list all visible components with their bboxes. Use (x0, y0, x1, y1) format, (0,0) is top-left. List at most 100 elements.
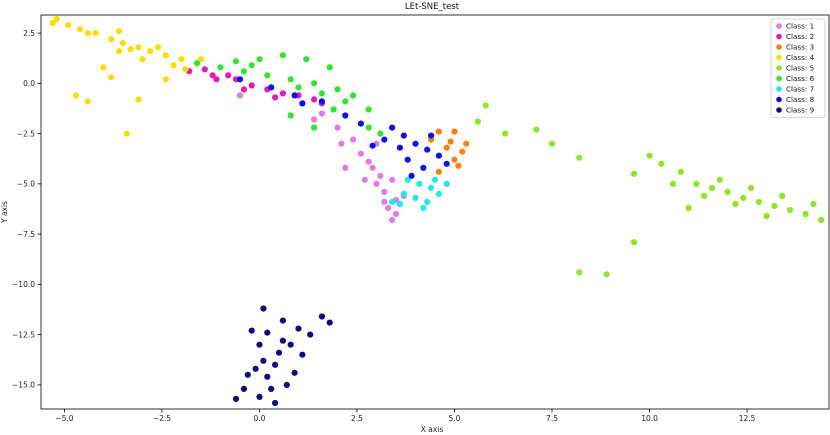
point-class-7-6 (400, 190, 407, 197)
point-class-4-12 (84, 29, 91, 37)
y-tick-label: −15.0 (12, 381, 35, 390)
legend-box (770, 18, 826, 118)
y-tick-label: −10.0 (12, 280, 35, 289)
point-class-8-13 (291, 92, 298, 99)
point-class-4-23 (108, 74, 115, 81)
point-class-5-3 (740, 194, 747, 201)
point-class-1-5 (389, 216, 396, 224)
point-class-5-13 (747, 184, 755, 191)
x-tick-label: 0.0 (253, 414, 265, 423)
point-class-6-15 (342, 98, 349, 105)
point-class-9-20 (291, 369, 298, 376)
point-class-4-3 (76, 26, 84, 33)
point-class-8-7 (396, 144, 403, 151)
point-class-3-5 (443, 144, 450, 151)
point-class-9-7 (252, 365, 259, 372)
point-class-8-11 (342, 112, 349, 119)
point-class-4-5 (108, 36, 115, 43)
point-class-5-18 (669, 180, 677, 187)
point-class-1-6 (377, 172, 384, 179)
point-class-6-22 (248, 62, 255, 69)
point-class-1-4 (385, 204, 392, 212)
point-class-3-6 (455, 162, 462, 169)
point-class-8-18 (369, 142, 376, 149)
point-class-9-9 (264, 329, 271, 336)
point-class-9-23 (279, 317, 286, 324)
legend-label: Class: 3 (786, 43, 814, 52)
point-class-7-4 (424, 198, 431, 205)
point-class-9-5 (275, 349, 283, 356)
point-class-6-11 (256, 56, 263, 63)
point-class-2-9 (225, 72, 232, 79)
point-class-7-3 (435, 190, 442, 197)
point-class-9-17 (232, 395, 240, 402)
point-class-3-7 (435, 168, 442, 175)
point-class-5-5 (771, 202, 778, 210)
legend-marker (776, 107, 782, 113)
point-class-5-9 (701, 192, 708, 199)
point-class-5-23 (576, 154, 583, 161)
point-class-4-21 (123, 130, 130, 137)
point-class-8-0 (389, 124, 396, 131)
point-class-6-6 (334, 86, 341, 93)
point-class-9-10 (287, 341, 294, 348)
point-class-6-4 (287, 76, 294, 83)
point-class-8-6 (420, 164, 427, 171)
point-class-5-22 (630, 239, 638, 246)
point-class-5-29 (482, 102, 489, 109)
point-class-5-10 (732, 200, 739, 208)
point-class-1-3 (381, 188, 388, 195)
legend-marker (776, 33, 782, 40)
point-class-6-2 (240, 68, 247, 75)
legend-marker (776, 86, 782, 92)
point-class-5-11 (763, 212, 770, 220)
point-class-9-21 (272, 399, 279, 407)
point-class-4-10 (178, 56, 185, 63)
legend-label: Class: 4 (786, 53, 815, 62)
y-axis: 2.5 0.0 −2.5 −5.0 −7.5 −10.0 −12.5 −15.0 (12, 29, 41, 390)
point-class-4-27 (115, 28, 123, 35)
x-tick-label: 12.5 (739, 414, 756, 423)
point-class-8-16 (443, 160, 450, 167)
point-class-1-11 (342, 164, 349, 171)
point-class-1-0 (357, 150, 364, 157)
point-class-4-16 (170, 62, 177, 69)
point-class-9-4 (272, 361, 279, 368)
y-tick-label: −5.0 (17, 180, 35, 189)
point-class-4-2 (65, 22, 72, 29)
y-axis-label: Y axis (0, 201, 9, 224)
legend-label: Class: 5 (786, 64, 814, 73)
x-tick-label: 10.0 (641, 414, 658, 423)
point-class-9-16 (240, 385, 247, 392)
point-class-6-5 (311, 80, 318, 87)
point-class-6-17 (377, 130, 384, 137)
point-class-4-7 (135, 44, 142, 51)
point-class-1-19 (236, 92, 244, 99)
point-class-5-1 (708, 184, 716, 191)
point-class-7-1 (416, 180, 423, 187)
point-class-5-27 (533, 126, 540, 133)
legend-label: Class: 7 (786, 85, 814, 94)
point-class-3-1 (447, 138, 454, 145)
point-class-6-18 (365, 124, 372, 131)
point-class-6-20 (311, 124, 318, 131)
point-class-4-17 (182, 66, 189, 73)
plot-frame (40, 14, 830, 410)
point-class-8-10 (357, 120, 364, 127)
legend-marker (776, 75, 782, 82)
point-class-4-19 (73, 92, 80, 99)
point-class-4-24 (135, 96, 142, 103)
point-class-1-13 (318, 110, 325, 117)
legend-label: Class: 6 (786, 74, 815, 83)
point-class-8-8 (428, 132, 435, 139)
point-class-5-2 (724, 188, 731, 195)
point-class-8-12 (318, 98, 325, 105)
y-tick-label: −12.5 (12, 330, 35, 339)
point-class-4-9 (162, 52, 169, 59)
point-class-6-3 (264, 72, 271, 79)
point-class-5-16 (677, 168, 684, 175)
point-class-9-3 (268, 385, 275, 392)
point-class-7-2 (428, 184, 435, 191)
point-class-6-9 (303, 56, 310, 63)
